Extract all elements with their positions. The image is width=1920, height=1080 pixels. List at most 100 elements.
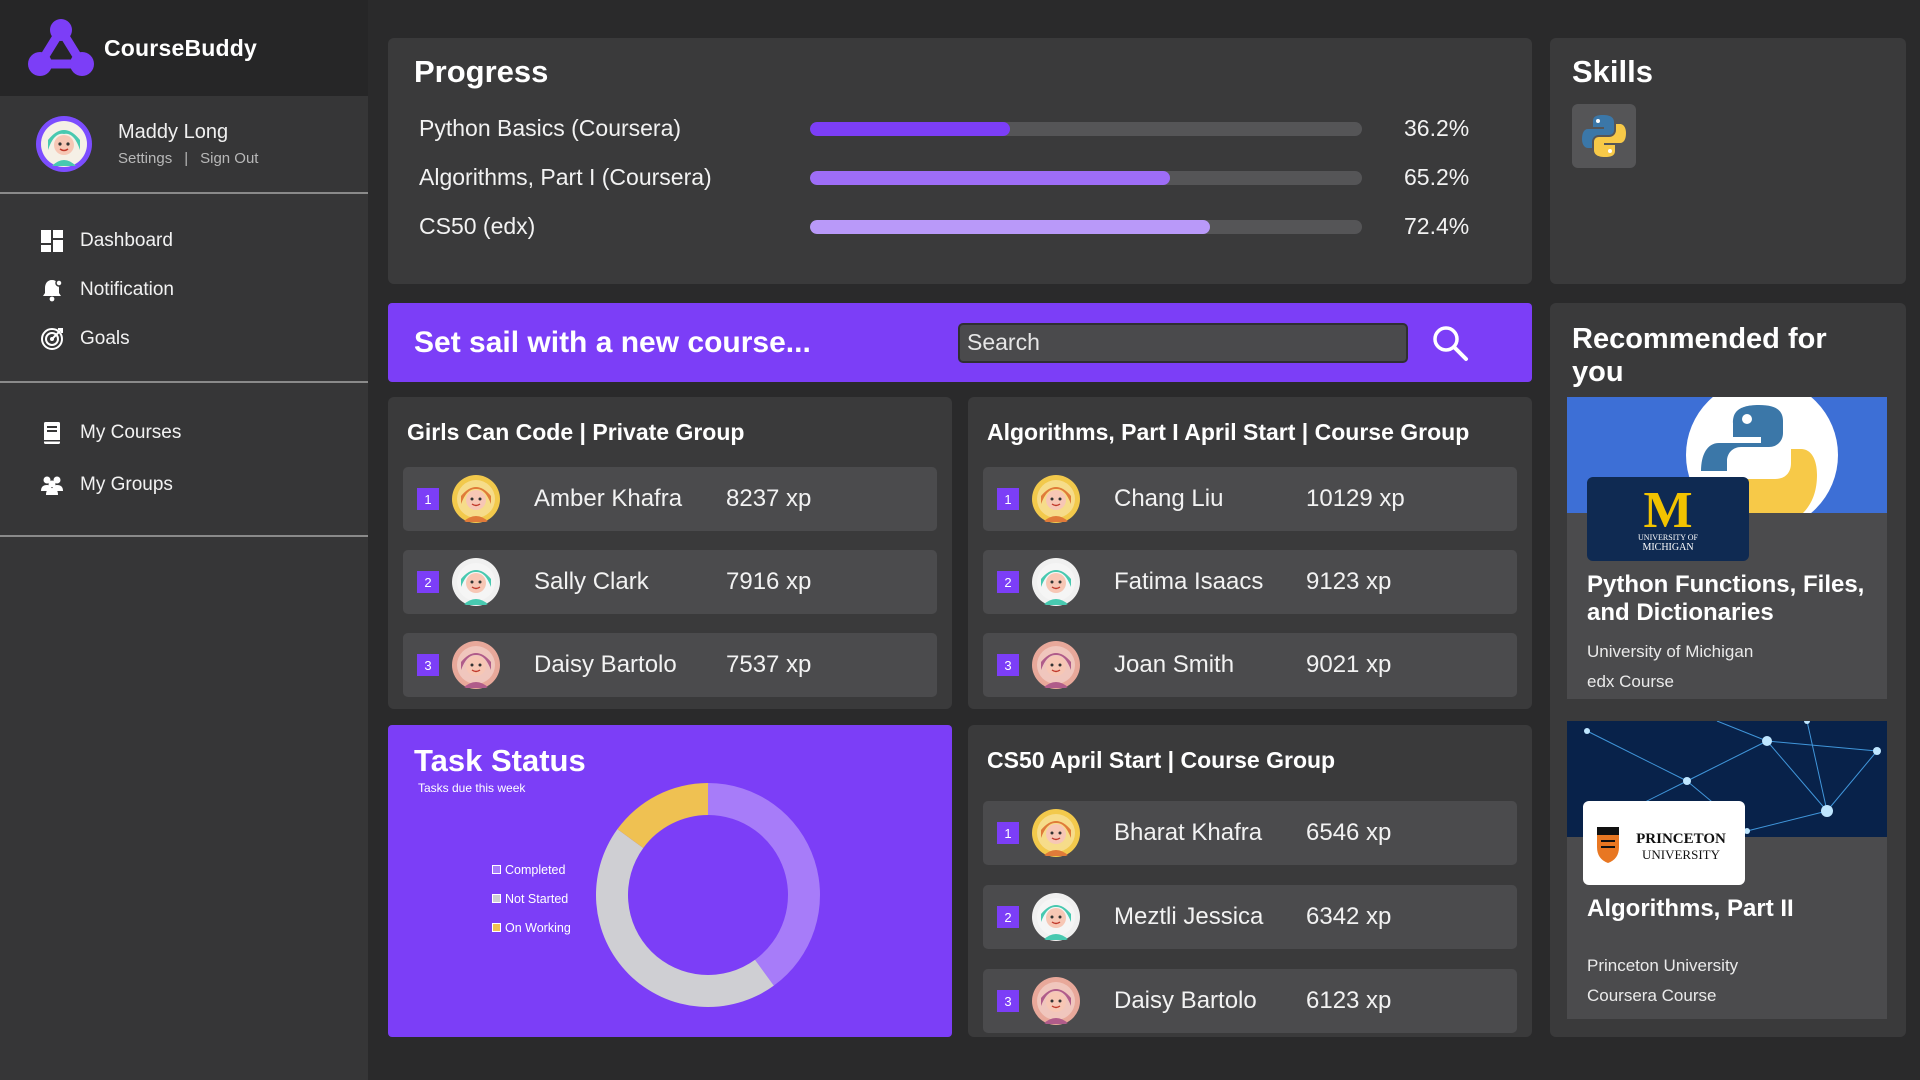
member-xp: 6342 xp <box>1306 903 1392 930</box>
leaderboard-row[interactable]: 2 Fatima Isaacs 9123 xp <box>983 550 1517 614</box>
member-xp: 9123 xp <box>1306 568 1392 595</box>
progress-row[interactable]: Algorithms, Part I (Coursera) 65.2% <box>414 153 1506 202</box>
progress-list: Python Basics (Coursera) 36.2% Algorithm… <box>414 104 1506 251</box>
member-avatar-icon <box>1032 558 1080 606</box>
legend-item: Completed <box>492 855 571 884</box>
course-title: Algorithms, Part II <box>1587 895 1794 922</box>
banner-title: Set sail with a new course... <box>414 325 811 359</box>
course-type: edx Course <box>1587 672 1674 691</box>
rank-badge: 1 <box>417 488 439 510</box>
leaderboard-row[interactable]: 1 Amber Khafra 8237 xp <box>403 467 937 531</box>
member-name: Fatima Isaacs <box>1114 568 1264 595</box>
task-status-panel: Task Status Tasks due this week Complete… <box>388 725 952 1037</box>
leaderboard-row[interactable]: 3 Daisy Bartolo 6123 xp <box>983 969 1517 1033</box>
nav-item-my-groups[interactable]: My Groups <box>0 459 368 511</box>
progress-row[interactable]: Python Basics (Coursera) 36.2% <box>414 104 1506 153</box>
book-icon <box>44 422 60 444</box>
avatar[interactable] <box>36 116 92 172</box>
skill-python[interactable] <box>1572 104 1636 168</box>
skills-panel: Skills <box>1550 38 1906 284</box>
member-xp: 6546 xp <box>1306 819 1392 846</box>
dashboard-icon <box>41 229 63 252</box>
group-title[interactable]: Algorithms, Part I April Start | Course … <box>987 419 1470 445</box>
member-xp: 10129 xp <box>1306 485 1405 512</box>
legend-item: On Working <box>492 913 571 942</box>
svg-text:UNIVERSITY: UNIVERSITY <box>1642 847 1721 862</box>
brand-name: CourseBuddy <box>104 34 257 61</box>
leaderboard-row[interactable]: 2 Sally Clark 7916 xp <box>403 550 937 614</box>
task-status-subtitle: Tasks due this week <box>418 781 526 795</box>
course-hero-image: PRINCETON UNIVERSITY <box>1567 721 1887 885</box>
svg-text:MICHIGAN: MICHIGAN <box>1642 542 1693 553</box>
nav-item-goals[interactable]: Goals <box>0 314 368 363</box>
member-xp: 9021 xp <box>1306 651 1392 678</box>
donut-slice-on-working <box>617 783 708 848</box>
member-avatar-icon <box>1032 475 1080 523</box>
search-icon <box>1433 325 1468 361</box>
nav-item-label: Dashboard <box>80 229 173 251</box>
group-title[interactable]: CS50 April Start | Course Group <box>987 747 1336 773</box>
recommended-course-card[interactable]: M UNIVERSITY OF MICHIGAN Python Function… <box>1567 397 1887 699</box>
progress-bar-fill <box>810 170 1170 185</box>
progress-bar-fill <box>810 219 1210 234</box>
legend-label: Completed <box>505 862 566 877</box>
legend-swatch <box>492 923 501 932</box>
legend-label: On Working <box>505 920 571 935</box>
cs50-group-leaderboard: CS50 April Start | Course Group 1 Bharat… <box>968 725 1532 1037</box>
member-name: Daisy Bartolo <box>1114 987 1257 1014</box>
princeton-logo-icon: PRINCETON UNIVERSITY <box>1597 827 1726 863</box>
legend-swatch <box>492 894 501 903</box>
secondary-nav: My Courses My Groups <box>0 383 368 537</box>
coursebuddy-logo-icon <box>28 19 94 76</box>
group-title[interactable]: Girls Can Code | Private Group <box>407 419 745 445</box>
task-status-title: Task Status <box>414 743 586 778</box>
bell-icon <box>43 278 63 301</box>
legend-item: Not Started <box>492 884 571 913</box>
leaderboard-row[interactable]: 2 Meztli Jessica 6342 xp <box>983 885 1517 949</box>
course-title: Python Functions, Files, and Dictionarie… <box>1587 571 1865 626</box>
leaderboard-row[interactable]: 3 Joan Smith 9021 xp <box>983 633 1517 697</box>
chart-legend: Completed Not Started On Working <box>492 855 571 942</box>
rank-badge: 2 <box>997 906 1019 928</box>
progress-value: 65.2% <box>1404 164 1470 190</box>
recommended-panel: Recommended for you M UNIVERSITY OF MICH… <box>1550 303 1906 1037</box>
rank-badge: 1 <box>997 488 1019 510</box>
progress-bar <box>810 170 1362 185</box>
rank-badge: 1 <box>997 822 1019 844</box>
recommended-course-card[interactable]: PRINCETON UNIVERSITY Algorithms, Part II… <box>1567 721 1887 1019</box>
user-profile: Maddy Long Settings | Sign Out <box>0 96 368 194</box>
donut-slice-not-started <box>595 829 774 1008</box>
leaderboard-row[interactable]: 1 Bharat Khafra 6546 xp <box>983 801 1517 865</box>
group-icon <box>41 476 63 495</box>
search-input[interactable] <box>958 322 1408 363</box>
member-name: Bharat Khafra <box>1114 819 1263 846</box>
course-name: CS50 (edx) <box>419 213 536 239</box>
member-xp: 8237 xp <box>726 485 812 512</box>
python-icon <box>1582 115 1626 157</box>
nav-item-notification[interactable]: Notification <box>0 265 368 314</box>
member-avatar-icon <box>1032 641 1080 689</box>
legend-swatch <box>492 865 501 874</box>
primary-nav: Dashboard Notification Goals <box>0 194 368 383</box>
progress-value: 72.4% <box>1404 213 1470 239</box>
brand[interactable]: CourseBuddy <box>0 0 368 96</box>
legend-label: Not Started <box>505 891 569 906</box>
rank-badge: 3 <box>997 990 1019 1012</box>
search-button[interactable] <box>1428 321 1472 365</box>
progress-row[interactable]: CS50 (edx) 72.4% <box>414 202 1506 251</box>
leaderboard-row[interactable]: 1 Chang Liu 10129 xp <box>983 467 1517 531</box>
sign-out-link[interactable]: Sign Out <box>200 150 259 167</box>
leaderboard-row[interactable]: 3 Daisy Bartolo 7537 xp <box>403 633 937 697</box>
task-donut-chart <box>595 783 821 1008</box>
member-name: Joan Smith <box>1114 651 1235 678</box>
nav-item-dashboard[interactable]: Dashboard <box>0 216 368 265</box>
settings-link[interactable]: Settings <box>118 150 173 167</box>
nav-item-my-courses[interactable]: My Courses <box>0 407 368 459</box>
progress-bar <box>810 219 1362 234</box>
course-group-leaderboard: Algorithms, Part I April Start | Course … <box>968 397 1532 709</box>
princeton-logo: PRINCETON UNIVERSITY <box>1583 801 1745 885</box>
nav-item-label: Notification <box>80 278 174 300</box>
course-institution: Princeton University <box>1587 956 1739 975</box>
recommended-title: Recommended for you <box>1572 323 1827 388</box>
progress-panel: Progress Python Basics (Coursera) 36.2% … <box>388 38 1532 284</box>
